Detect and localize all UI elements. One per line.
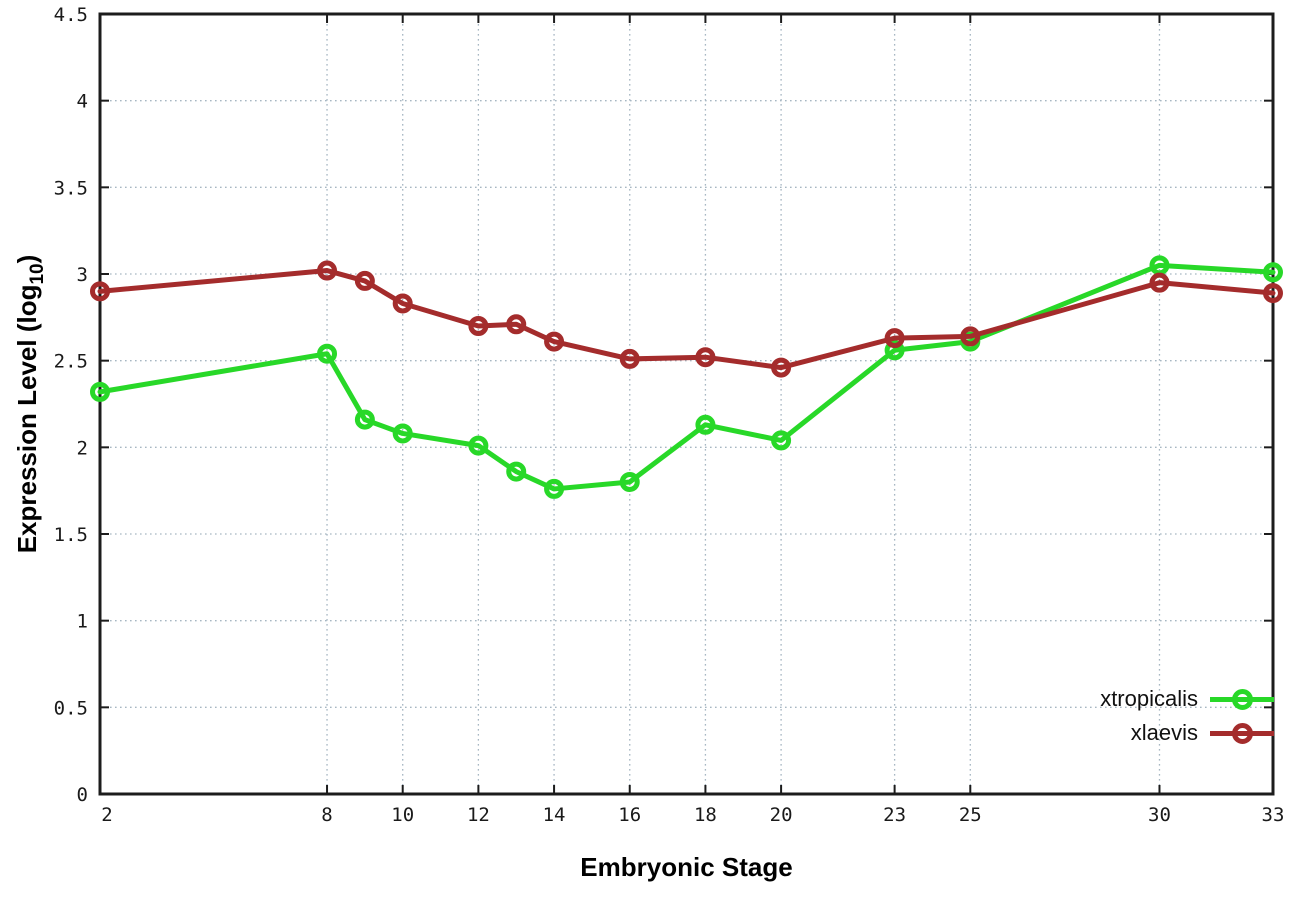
data-point-xlaevis-stage-9 — [354, 270, 375, 291]
data-point-xtropicalis-stage-10 — [392, 423, 413, 444]
data-point-xlaevis-stage-10 — [392, 293, 413, 314]
x-tick-label: 30 — [1148, 804, 1171, 826]
legend-item-xlaevis: xlaevis — [1100, 716, 1274, 750]
x-tick-label: 23 — [883, 804, 906, 826]
y-tick-label: 3.5 — [54, 177, 88, 199]
y-axis-title: Expression Level (log10) — [12, 255, 48, 554]
data-point-xlaevis-stage-13 — [506, 314, 527, 335]
data-point-xlaevis-stage-8 — [317, 260, 338, 281]
x-tick-label: 20 — [770, 804, 793, 826]
x-axis-title: Embryonic Stage — [580, 852, 792, 882]
data-point-xtropicalis-stage-33 — [1263, 262, 1283, 283]
x-tick-label: 12 — [467, 804, 490, 826]
x-tick-label: 10 — [391, 804, 414, 826]
data-point-xtropicalis-stage-20 — [771, 430, 792, 451]
x-tick-label: 18 — [694, 804, 717, 826]
data-point-xlaevis-stage-20 — [771, 357, 792, 378]
data-point-xtropicalis-stage-23 — [884, 340, 905, 361]
data-point-xtropicalis-stage-8 — [317, 343, 338, 364]
legend-label-xtropicalis: xtropicalis — [1100, 686, 1198, 711]
data-point-xlaevis-stage-25 — [960, 326, 981, 347]
series-line-xlaevis — [97, 268, 1276, 371]
y-tick-label: 3 — [77, 264, 88, 286]
data-point-xtropicalis-stage-2 — [90, 381, 110, 402]
circle-marker-icon — [1231, 722, 1253, 744]
data-point-xlaevis-stage-2 — [90, 281, 110, 302]
data-point-xtropicalis-stage-16 — [619, 472, 640, 492]
data-point-xlaevis-stage-14 — [544, 331, 565, 352]
x-tick-label: 33 — [1262, 804, 1285, 826]
data-point-xtropicalis-stage-18 — [695, 414, 716, 435]
x-tick-label: 25 — [959, 804, 982, 826]
x-tick-label: 16 — [618, 804, 641, 826]
y-tick-label: 1 — [77, 611, 88, 633]
x-tick-label: 8 — [321, 804, 332, 826]
y-tick-label: 4 — [77, 91, 88, 113]
data-point-xtropicalis-stage-13 — [506, 461, 527, 482]
y-tick-label: 4.5 — [54, 4, 88, 26]
y-tick-label: 0.5 — [54, 697, 88, 719]
x-tick-label: 14 — [543, 804, 566, 826]
x-tick-label: 2 — [101, 804, 112, 826]
y-tick-label: 0 — [77, 784, 88, 806]
legend-marker-xtropicalis — [1210, 688, 1274, 710]
data-point-xtropicalis-stage-14 — [544, 478, 565, 499]
data-point-xlaevis-stage-33 — [1263, 283, 1283, 304]
legend-marker-xlaevis — [1210, 722, 1274, 744]
data-point-xlaevis-stage-23 — [884, 328, 905, 349]
y-tick-label: 2 — [77, 437, 88, 459]
data-point-xtropicalis-stage-9 — [354, 409, 375, 430]
data-point-xlaevis-stage-18 — [695, 347, 716, 368]
y-tick-label: 1.5 — [54, 524, 88, 546]
legend-label-xlaevis: xlaevis — [1130, 720, 1198, 745]
circle-marker-icon — [1231, 688, 1253, 710]
data-point-xlaevis-stage-16 — [619, 348, 640, 369]
data-point-xlaevis-stage-30 — [1149, 272, 1170, 293]
plot-border — [98, 12, 1275, 796]
chart-legend: xtropicalis xlaevis — [1100, 682, 1274, 750]
y-tick-label: 2.5 — [54, 351, 88, 373]
data-point-xlaevis-stage-12 — [468, 316, 489, 336]
data-point-xtropicalis-stage-12 — [468, 435, 489, 456]
legend-item-xtropicalis: xtropicalis — [1100, 682, 1274, 716]
